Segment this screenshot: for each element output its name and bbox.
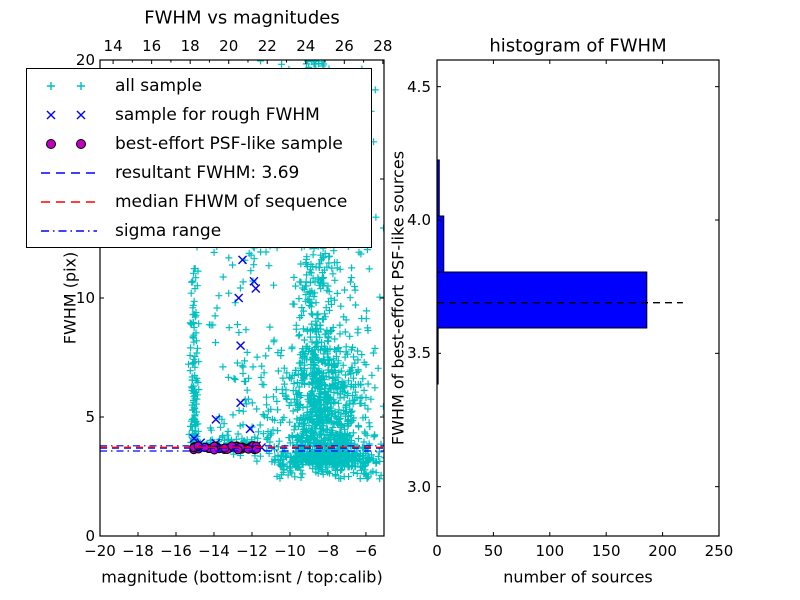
left-plot-xlabel: magnitude (bottom:isnt / top:calib): [101, 567, 383, 587]
top-tick-label: 20: [219, 37, 239, 55]
hist-y-tick-label: 4.5: [407, 77, 431, 96]
rough-fwhm-scatter: [189, 255, 266, 453]
right-plot-title: histogram of FWHM: [489, 35, 667, 57]
legend-label: all sample: [115, 75, 203, 96]
top-tick-label: 18: [180, 37, 200, 55]
legend-label: sigma range: [115, 220, 222, 241]
legend-x-icon: [46, 110, 86, 120]
x-tick-label: −16: [160, 542, 192, 560]
hist-x-tick-label: 200: [648, 542, 677, 560]
legend-item-1: sample for rough FWHM: [27, 100, 371, 129]
top-tick-label: 28: [373, 37, 393, 55]
y-tick-label: 0: [85, 527, 95, 545]
x-tick-label: −20: [84, 542, 116, 560]
histogram-bar: [437, 215, 445, 273]
legend-item-4: median FHWM of sequence: [27, 187, 371, 216]
hist-x-tick-label: 0: [432, 542, 442, 560]
legend: all sample sample for rough FWHM best-effo…: [26, 68, 372, 248]
legend-dashed-icon: [41, 201, 97, 203]
legend-label: best-effort PSF-like sample: [115, 133, 343, 154]
y-tick-label: 5: [85, 408, 95, 426]
legend-item-2: best-effort PSF-like sample: [27, 129, 371, 158]
legend-dashdot-icon: [41, 230, 97, 232]
x-tick-label: −14: [198, 542, 230, 560]
psf-sample-point: [243, 444, 253, 454]
all-sample-scatter: [185, 240, 203, 449]
hist-x-tick-label: 100: [535, 542, 565, 560]
x-tick-label: −8: [316, 542, 340, 560]
x-tick-label: −12: [236, 542, 268, 560]
right-plot-ylabel: FWHM of best-effort PSF-like sources: [388, 150, 408, 446]
y-tick-label: 10: [75, 289, 95, 307]
histogram-bar: [437, 159, 440, 217]
legend-label: resultant FWHM: 3.69: [115, 162, 300, 183]
top-tick-label: 22: [257, 37, 277, 55]
hist-x-tick-label: 150: [591, 542, 621, 560]
legend-dashed-icon: [41, 172, 97, 174]
top-tick-label: 14: [103, 37, 123, 55]
top-tick-label: 16: [142, 37, 162, 55]
legend-item-5: sigma range: [27, 216, 371, 245]
y-tick-label: 20: [75, 51, 95, 69]
x-tick-label: −18: [122, 542, 154, 560]
x-tick-label: −10: [274, 542, 306, 560]
hist-y-tick-label: 3.5: [407, 344, 431, 363]
hist-y-tick-label: 3.0: [407, 477, 431, 496]
histogram-bar: [437, 271, 648, 329]
x-tick-label: −6: [354, 542, 378, 560]
axes-frame: [436, 59, 720, 537]
legend-item-0: all sample: [27, 71, 371, 100]
top-tick-label: 24: [296, 37, 316, 55]
top-tick-label: 26: [334, 37, 354, 55]
hist-x-tick-label: 250: [704, 542, 734, 560]
legend-label: sample for rough FWHM: [115, 104, 320, 125]
legend-item-3: resultant FWHM: 3.69: [27, 158, 371, 187]
left-plot-title: FWHM vs magnitudes: [144, 7, 340, 29]
right-plot-xlabel: number of sources: [503, 567, 653, 587]
legend-plus-icon: [47, 82, 85, 90]
all-sample-scatter: [286, 200, 384, 471]
hist-y-tick-label: 4.0: [407, 211, 431, 229]
right-plot-data: [437, 159, 683, 385]
legend-circle-icon: [46, 139, 86, 149]
psf-sample-point: [251, 444, 261, 454]
hist-x-tick-label: 50: [483, 542, 503, 560]
legend-label: median FHWM of sequence: [115, 191, 348, 212]
